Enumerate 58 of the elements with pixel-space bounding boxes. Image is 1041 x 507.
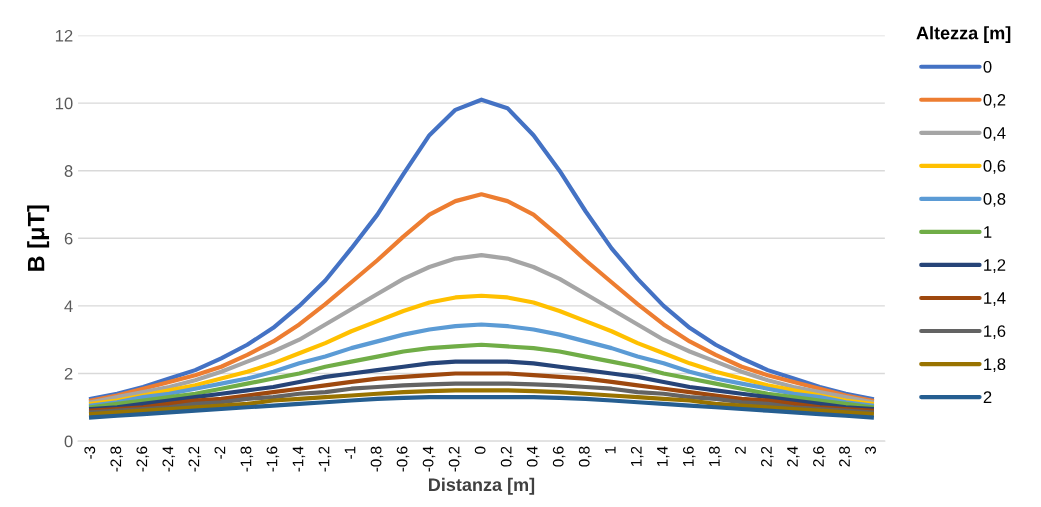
x-tick-label: -1,2 (318, 446, 332, 472)
line-series (89, 359, 874, 412)
x-axis-title: Distanza [m] (429, 477, 535, 495)
y-tick-label: 2 (64, 367, 73, 380)
x-tick-label: 1,4 (657, 446, 670, 467)
legend-label: 0 (983, 60, 992, 73)
y-tick-label: 10 (55, 97, 73, 110)
line-series (89, 322, 874, 408)
x-tick-label: 0 (474, 446, 486, 454)
x-tick-label: 2,6 (813, 446, 826, 467)
legend-title: Altezza [m] (916, 26, 1011, 43)
x-tick-label: -1,8 (240, 446, 254, 472)
x-tick-label: -0,2 (448, 446, 462, 472)
legend-label: 1,2 (984, 259, 1006, 273)
x-tick-label: -0,4 (422, 446, 436, 472)
line-series (89, 388, 874, 417)
x-tick-label: -0,8 (370, 446, 384, 472)
x-tick-label: 1,6 (682, 446, 696, 467)
x-tick-label: 2 (734, 446, 746, 454)
x-tick-label: -2,6 (136, 446, 150, 472)
legend-label: 0,4 (983, 127, 1006, 141)
x-tick-label: -1,6 (266, 446, 280, 472)
legend-label: 0,6 (983, 160, 1006, 174)
x-tick-label: -3 (84, 446, 96, 459)
legend-label: 1,4 (984, 292, 1006, 306)
line-series (89, 192, 874, 403)
x-tick-label: 2,2 (761, 446, 774, 467)
y-tick-label: 6 (64, 232, 73, 245)
x-tick-label: -2,8 (110, 446, 124, 472)
line-series (89, 395, 874, 420)
legend-label: 1,8 (984, 358, 1006, 373)
x-tick-label: 0,8 (578, 446, 592, 467)
x-tick-label: 0,2 (500, 446, 514, 467)
x-tick-label: 2,8 (839, 446, 852, 467)
x-tick-label: -1,4 (292, 446, 306, 472)
y-tick-label: 12 (55, 29, 73, 42)
x-tick-label: 2,4 (787, 446, 800, 467)
x-tick-label: -2,4 (162, 446, 176, 472)
x-tick-label: 1 (605, 446, 616, 454)
line-series (89, 253, 874, 405)
legend-label: 0,2 (983, 93, 1006, 108)
x-tick-label: 3 (865, 446, 876, 454)
x-tick-label: 0,6 (552, 446, 566, 467)
line-series (89, 342, 874, 410)
x-tick-label: -0,6 (396, 446, 410, 472)
x-tick-label: -2 (214, 446, 226, 459)
y-axis-title: B [μT] (27, 205, 50, 271)
legend-label: 1 (984, 226, 992, 238)
y-tick-label: 4 (64, 300, 73, 312)
legend-label: 2 (983, 391, 992, 403)
legend-label: 1,6 (984, 325, 1006, 339)
x-tick-label: 1,8 (708, 446, 722, 467)
x-tick-label: 1,2 (630, 446, 644, 467)
x-tick-label: 0,4 (526, 446, 540, 467)
legend-label: 0,8 (983, 193, 1006, 207)
x-tick-label: -2,2 (188, 446, 202, 472)
x-tick-label: -1 (344, 446, 356, 459)
y-tick-label: 8 (64, 165, 73, 177)
